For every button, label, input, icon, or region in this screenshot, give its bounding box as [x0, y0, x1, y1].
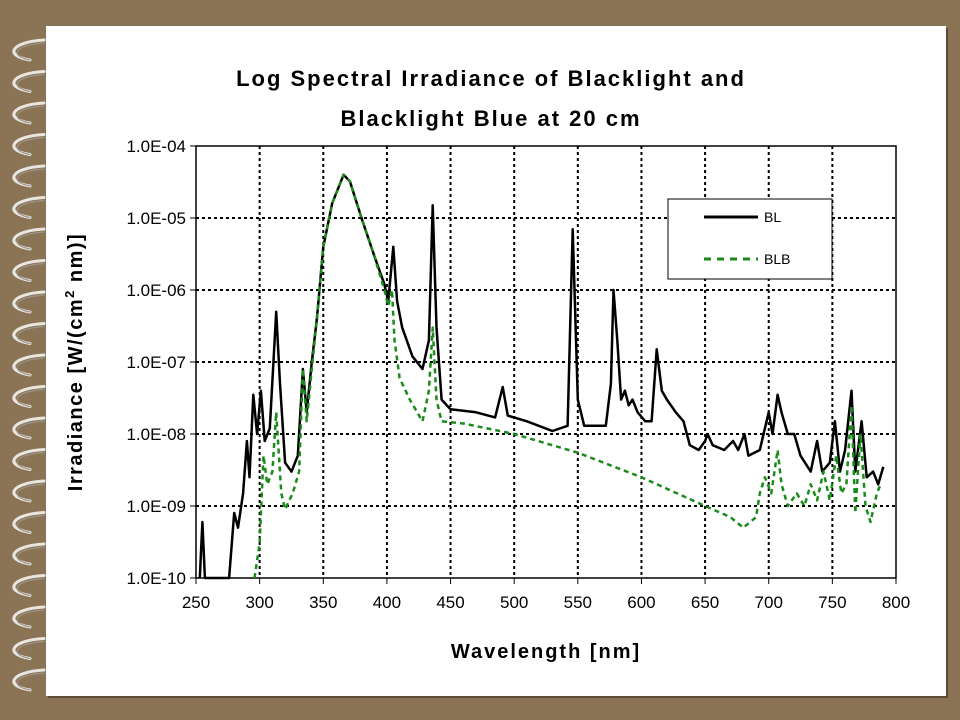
y-axis-label-sup: 2 — [62, 289, 77, 298]
y-axis-label: Irradiance [W/(cm2 nm)] — [62, 233, 87, 491]
y-tick-label: 1.0E-04 — [126, 137, 186, 156]
x-axis-label: Wavelength [nm] — [451, 641, 641, 663]
y-tick-label: 1.0E-09 — [126, 497, 186, 516]
x-tick-label: 650 — [691, 593, 719, 612]
legend-box — [667, 198, 833, 280]
binder-rings — [12, 38, 46, 692]
binder-ring-shadow — [16, 420, 45, 439]
legend: BL BLB — [667, 198, 833, 280]
binder-ring-shadow — [16, 199, 45, 219]
binder-ring-shadow — [16, 294, 45, 313]
x-tick-label: 500 — [500, 593, 528, 612]
y-tick-label: 1.0E-08 — [126, 425, 186, 444]
x-tick-label: 700 — [755, 593, 783, 612]
binder-ring-shadow — [16, 168, 45, 187]
x-tick-label: 750 — [818, 593, 846, 612]
x-tick-label: 550 — [564, 593, 592, 612]
binder-ring-shadow — [16, 577, 45, 597]
y-tick-label: 1.0E-07 — [126, 353, 186, 372]
binder-ring-shadow — [16, 262, 45, 282]
binder-ring-shadow — [16, 388, 45, 408]
binder-ring-shadow — [16, 231, 45, 250]
series-line-bl — [198, 173, 885, 580]
binder-ring-shadow — [16, 672, 45, 691]
x-tick-label: 400 — [373, 593, 401, 612]
binder-ring-shadow — [16, 42, 45, 61]
binder-ring-shadow — [16, 483, 45, 502]
binder-ring-shadow — [16, 451, 45, 471]
legend-blb-label: BLB — [764, 251, 790, 267]
y-tick-label: 1.0E-10 — [126, 569, 186, 588]
chart-slide: Log Spectral Irradiance of Blacklight an… — [46, 26, 946, 696]
binder-ring-shadow — [16, 105, 45, 124]
x-tick-label: 800 — [882, 593, 910, 612]
legend-bl-label: BL — [764, 209, 781, 225]
x-tick-label: 350 — [309, 593, 337, 612]
spectral-irradiance-chart: Log Spectral Irradiance of Blacklight an… — [62, 66, 910, 663]
binder-ring-shadow — [16, 546, 45, 565]
y-axis-label-suffix: nm)] — [65, 233, 87, 289]
chart-title-line2: Blacklight Blue at 20 cm — [340, 106, 641, 131]
binder-ring-shadow — [16, 136, 45, 156]
binder-ring-shadow — [16, 325, 45, 345]
binder-ring-shadow — [16, 609, 45, 628]
x-tick-label: 450 — [436, 593, 464, 612]
x-tick-label: 250 — [182, 593, 210, 612]
y-axis-label-prefix: Irradiance [W/(cm — [65, 298, 87, 491]
binder-ring-shadow — [16, 357, 45, 376]
binder-ring-shadow — [16, 514, 45, 534]
binder-ring-shadow — [16, 73, 45, 93]
chart-title-line1: Log Spectral Irradiance of Blacklight an… — [236, 66, 746, 91]
binder-ring-shadow — [16, 640, 45, 660]
x-tick-label: 600 — [627, 593, 655, 612]
y-tick-label: 1.0E-05 — [126, 209, 186, 228]
y-tick-label: 1.0E-06 — [126, 281, 186, 300]
x-tick-label: 300 — [245, 593, 273, 612]
